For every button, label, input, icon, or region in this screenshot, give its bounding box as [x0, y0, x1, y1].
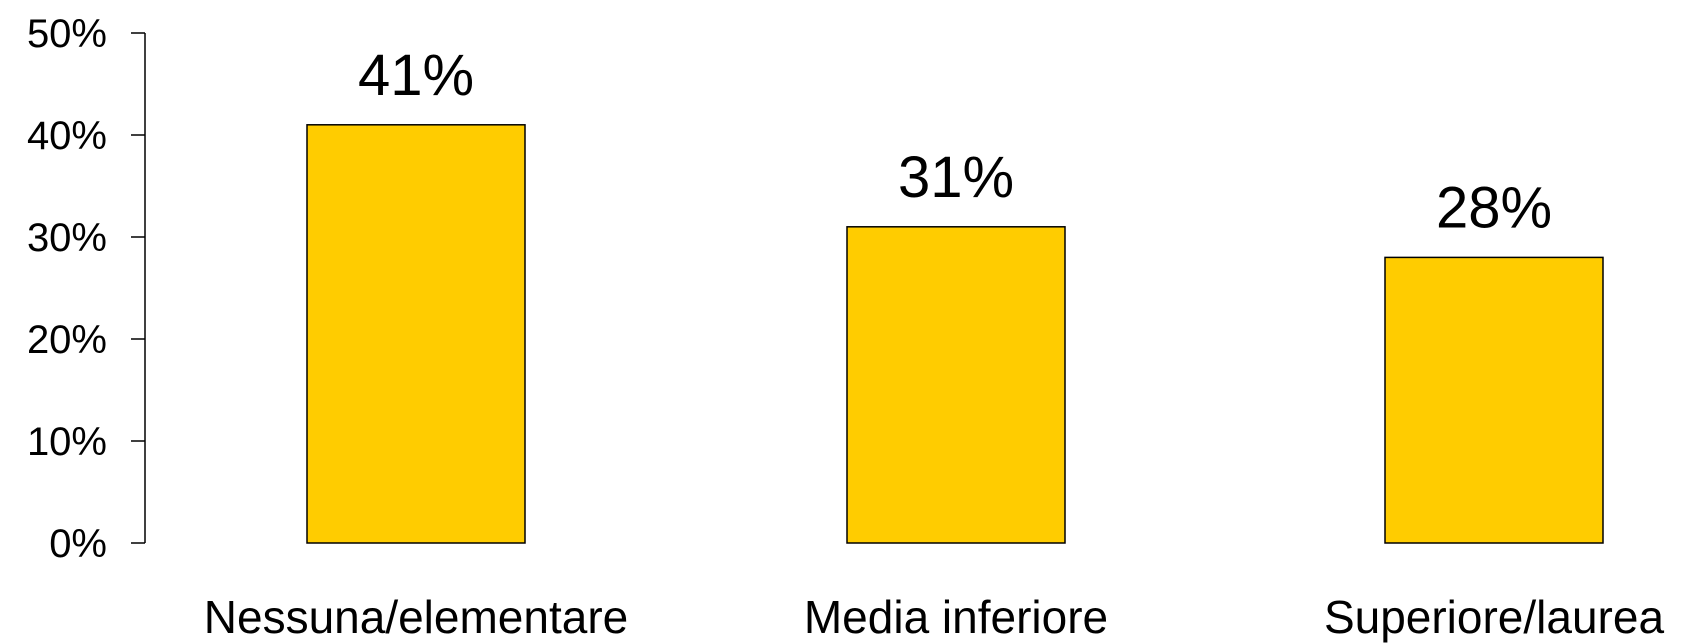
category-labels: Nessuna/elementare Media inferiore Superio…: [204, 591, 1665, 643]
y-tick-label: 40%: [27, 114, 107, 158]
y-tick-label: 50%: [27, 12, 107, 56]
data-labels: 41% 31% 28%: [358, 43, 1552, 241]
y-axis: 0% 10% 20% 30% 40% 50%: [27, 12, 145, 566]
bar-value-label: 31%: [898, 145, 1014, 210]
bar: [847, 227, 1065, 543]
bar: [307, 125, 525, 543]
bar-value-label: 28%: [1436, 175, 1552, 240]
y-tick-label: 10%: [27, 420, 107, 464]
category-label: Superiore/laurea: [1324, 591, 1665, 643]
bar: [1385, 257, 1603, 543]
bar-value-label: 41%: [358, 43, 474, 108]
y-tick-label: 20%: [27, 318, 107, 362]
category-label: Media inferiore: [804, 591, 1108, 643]
y-tick-label: 0%: [49, 522, 107, 566]
category-label: Nessuna/elementare: [204, 591, 628, 643]
y-tick-label: 30%: [27, 216, 107, 260]
